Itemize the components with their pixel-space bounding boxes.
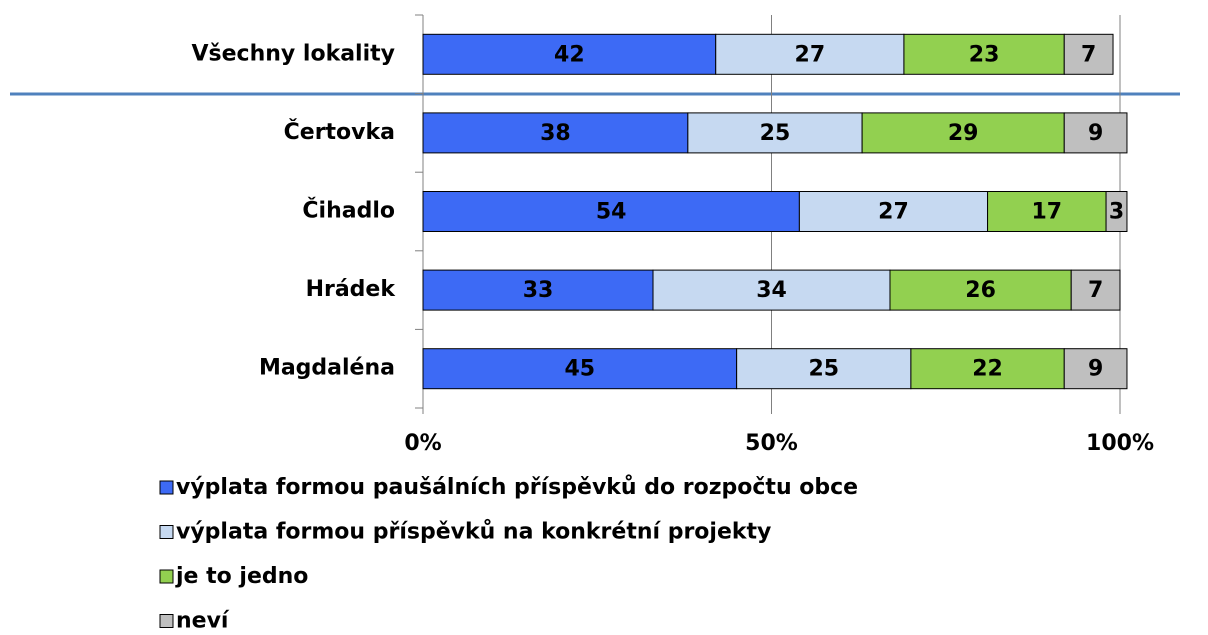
data-label: 45 — [565, 357, 596, 382]
category-label: Čertovka — [284, 119, 395, 145]
bar-segment — [687, 112, 863, 154]
data-label: 7 — [1088, 278, 1103, 303]
bar-segment — [861, 112, 1065, 154]
data-label: 25 — [760, 121, 791, 146]
data-label: 54 — [596, 200, 627, 225]
legend-swatch — [159, 525, 174, 539]
legend-label: výplata formou příspěvků na konkrétní pr… — [176, 520, 771, 545]
bar-segment — [1063, 33, 1114, 75]
data-label: 9 — [1088, 357, 1103, 382]
bar-segment — [736, 348, 912, 390]
category-label: Hrádek — [306, 277, 397, 302]
bar-segment — [903, 33, 1065, 75]
bar-segment — [1070, 269, 1121, 311]
bar-segment — [910, 348, 1065, 390]
data-label: 25 — [808, 357, 839, 382]
legend-label: výplata formou paušálních příspěvků do r… — [176, 475, 858, 500]
data-label: 3 — [1109, 200, 1124, 225]
legend-label: neví — [176, 609, 230, 634]
data-label: 33 — [523, 278, 554, 303]
data-label: 26 — [965, 278, 996, 303]
x-tick-label: 50% — [745, 431, 798, 456]
legend-swatch — [159, 614, 174, 628]
bar-segment — [422, 191, 800, 232]
x-tick-label: 0% — [404, 431, 441, 456]
legend-label: je to jedno — [175, 564, 308, 589]
data-label: 34 — [756, 278, 787, 303]
category-label: Čihadlo — [302, 198, 395, 224]
data-label: 27 — [878, 200, 909, 225]
data-label: 38 — [540, 121, 571, 146]
bar-segment — [1063, 112, 1128, 154]
bar-segment — [987, 191, 1107, 232]
bar-segment — [798, 191, 989, 232]
data-label: 17 — [1032, 200, 1063, 225]
legend-swatch — [159, 569, 174, 584]
data-label: 7 — [1081, 42, 1096, 67]
data-label: 29 — [948, 121, 979, 146]
data-label: 27 — [795, 42, 826, 67]
legend-swatch — [159, 480, 174, 495]
data-label: 22 — [972, 357, 1003, 382]
bar-segment — [1063, 348, 1128, 390]
x-tick-label: 100% — [1086, 431, 1154, 456]
bar-segment — [1105, 191, 1128, 232]
data-label: 42 — [554, 42, 585, 67]
bar-segment — [422, 348, 738, 390]
data-label: 23 — [969, 42, 1000, 67]
data-label: 9 — [1088, 121, 1103, 146]
category-label: Magdaléna — [259, 356, 395, 381]
category-label: Všechny lokality — [192, 41, 395, 66]
